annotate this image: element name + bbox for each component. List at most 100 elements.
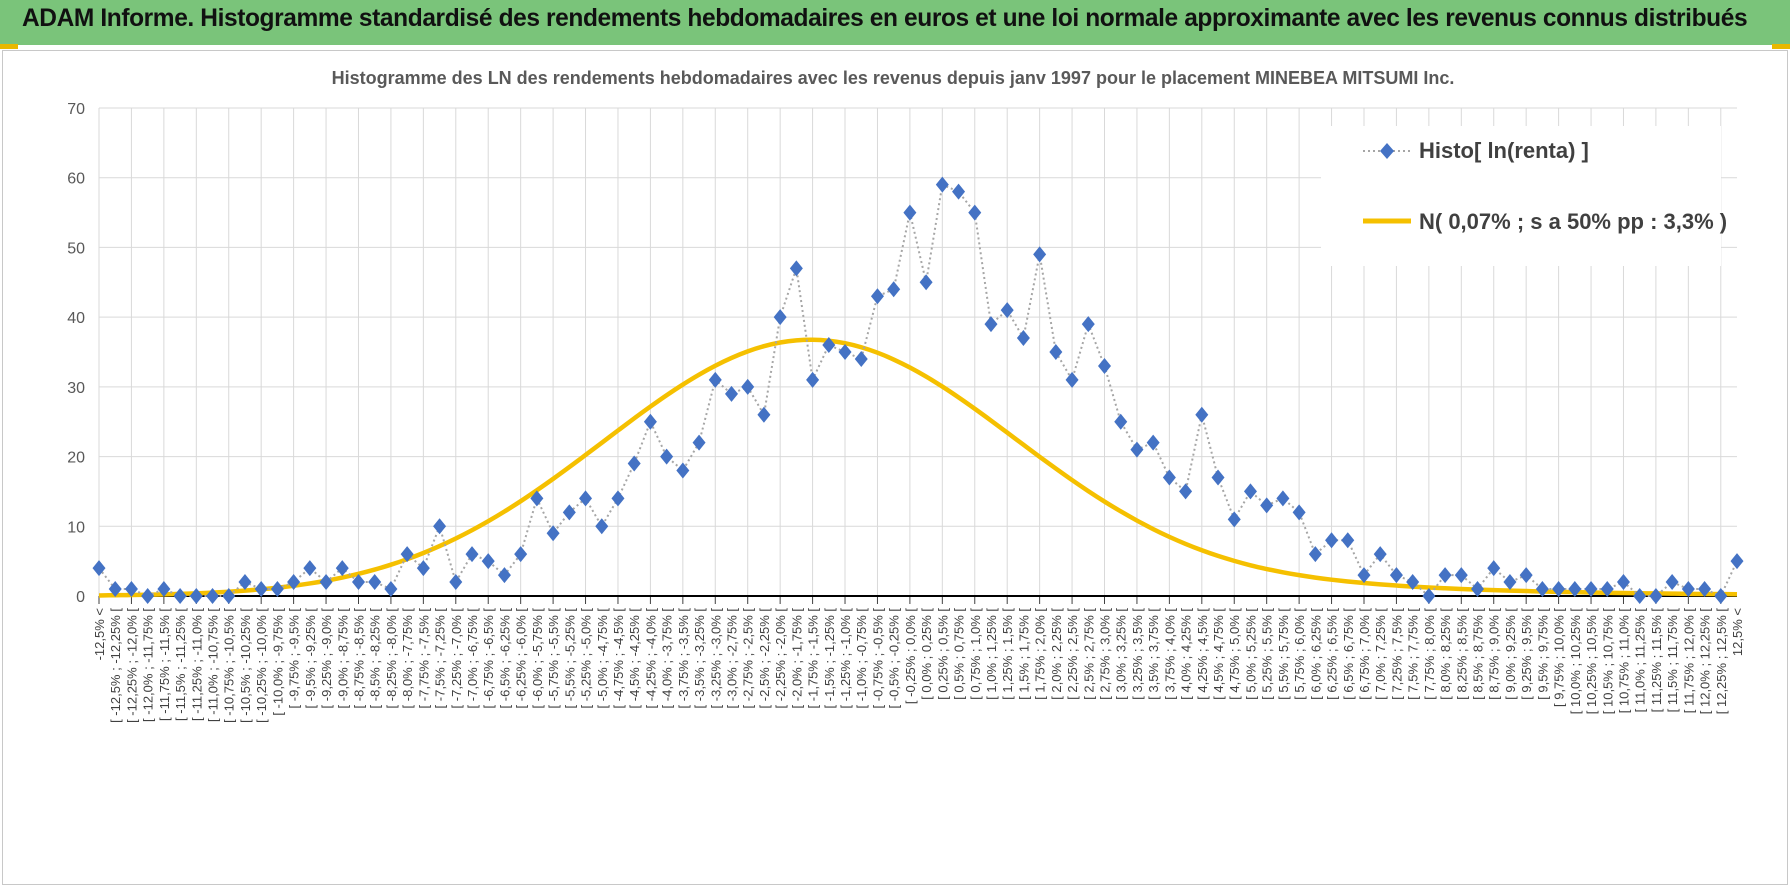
histo-point [1130,441,1144,458]
x-tick-label: [ 0,25% ; 0,5% [ [935,608,950,700]
x-tick-label: 12,5% < [1730,608,1745,656]
banner: ADAM Informe. Histogramme standardisé de… [0,0,1790,48]
x-tick-label: [ 9,75% ; 10,0% [ [1552,608,1567,707]
histo-point [270,581,284,598]
histo-point [1438,567,1452,584]
x-tick-label: [ 9,5% ; 9,75% [ [1535,608,1550,700]
normal-curve [98,337,1738,598]
chart-svg: Histogramme des LN des rendements hebdom… [67,68,1745,723]
histo-point [773,309,787,326]
histo-point [935,176,949,193]
x-tick-label: [ 7,75% ; 8,0% [ [1422,608,1437,700]
histo-point [319,574,333,591]
normal-series [98,337,1738,598]
x-tick-label: [ 9,0% ; 9,25% [ [1503,608,1518,700]
histo-point [530,490,544,507]
histo-point [887,281,901,298]
x-tick-label: [ 6,5% ; 6,75% [ [1341,608,1356,700]
histo-point [287,574,301,591]
x-tick-label: [ -4,75% ; -4,5% [ [611,608,626,709]
x-tick-label: [ 7,25% ; 7,5% [ [1389,608,1404,700]
histo-point [1535,581,1549,598]
x-tick-label: [ -9,75% ; -9,5% [ [287,608,302,709]
histo-point [400,546,414,563]
x-tick-label: [ -2,5% ; -2,25% [ [757,608,772,709]
histo-point [1179,483,1193,500]
legend-histo-marker [1380,143,1394,159]
x-tick-label: [ -0,25% ; 0,0% [ [903,608,918,704]
x-tick-label: [ -3,25% ; -3,0% [ [708,608,723,709]
x-tick-label: -12,5% < [92,608,107,660]
x-tick-label: [ -0,5% ; -0,25% [ [887,608,902,709]
x-tick-label: [ 1,75% ; 2,0% [ [1033,608,1048,700]
histo-point [1503,574,1517,591]
histo-point [854,350,868,367]
x-tick-label: [ -10,75% ; -10,5% [ [222,608,237,723]
x-tick-label: [ -12,5% ; -12,25% [ [108,608,123,723]
x-tick-label: [ -0,75% ; -0,5% [ [870,608,885,709]
histo-point [351,574,365,591]
x-tick-label: [ 12,0% ; 12,25% [ [1698,608,1713,715]
x-tick-label: [ 6,0% ; 6,25% [ [1308,608,1323,700]
histo-point [1389,567,1403,584]
x-tick-label: [ -12,0% ; -11,75% [ [141,608,156,722]
histo-point [222,588,236,604]
histo-point [1000,302,1014,319]
x-tick-label: [ -6,75% ; -6,5% [ [481,608,496,709]
histo-point [676,462,690,479]
x-tick-label: [ -1,25% ; -1,0% [ [838,608,853,709]
histo-point [741,378,755,395]
x-tick-label: [ 10,0% ; 10,25% [ [1568,608,1583,715]
histo-point [384,581,398,598]
histo-point [1552,581,1566,598]
x-tick-label: [ -8,75% ; -8,5% [ [351,608,366,709]
x-tick-label: [ -4,25% ; -4,0% [ [643,608,658,709]
chart-title: Histogramme des LN des rendements hebdom… [332,68,1455,88]
x-tick-label: [ 5,0% ; 5,25% [ [1243,608,1258,700]
corner-accent-right [1772,44,1790,49]
histo-point [1195,406,1209,423]
histo-point [952,183,966,200]
x-tick-label: [ -6,0% ; -5,75% [ [530,608,545,709]
x-tick-label: [ 5,5% ; 5,75% [ [1276,608,1291,700]
x-tick-label: [ -1,75% ; -1,5% [ [806,608,821,709]
x-tick-label: [ -10,0% ; -9,75% [ [270,608,285,716]
x-tick-label: [ 2,5% ; 2,75% [ [1081,608,1096,700]
x-tick-label: [ -7,0% ; -6,75% [ [465,608,480,709]
x-tick-label: [ -12,25% ; -12,0% [ [124,608,139,723]
histo-point [303,560,317,577]
histo-point [806,371,820,388]
histo-point [984,316,998,333]
histo-point [1422,588,1436,604]
x-tick-label: [ 0,5% ; 0,75% [ [952,608,967,700]
histo-point [757,406,771,423]
y-tick-label: 60 [67,171,85,188]
x-tick-label: [ 1,0% ; 1,25% [ [984,608,999,700]
histo-point [1584,581,1598,598]
x-tick-label: [ -11,25% ; -11,0% [ [189,608,204,721]
histo-point [1227,511,1241,528]
x-tick-label: [ 0,0% ; 0,25% [ [919,608,934,700]
histo-point [433,518,447,535]
histo-point [1292,504,1306,521]
y-tick-label: 50 [67,240,85,257]
histo-point [368,574,382,591]
histo-point [1098,357,1112,374]
histo-point [1568,581,1582,598]
y-tick-label: 0 [76,589,85,606]
histo-point [514,546,528,563]
y-tick-label: 70 [67,101,85,118]
histo-point [579,490,593,507]
histo-point [108,581,122,598]
x-tick-label: [ -11,75% ; -11,5% [ [157,608,172,721]
histo-point [157,581,171,598]
histo-point [919,274,933,291]
x-tick-label: [ 7,5% ; 7,75% [ [1406,608,1421,700]
histo-point [870,288,884,305]
y-tick-label: 10 [67,519,85,536]
histo-point [1519,567,1533,584]
histo-point [546,525,560,542]
histo-point [465,546,479,563]
histo-point [335,560,349,577]
x-tick-label: [ -3,75% ; -3,5% [ [676,608,691,709]
